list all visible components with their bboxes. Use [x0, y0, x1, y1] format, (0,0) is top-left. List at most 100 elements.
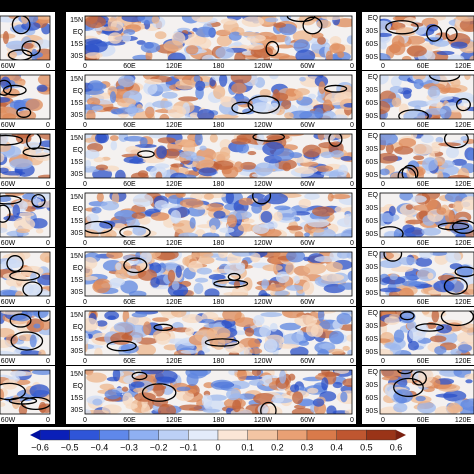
anomaly-blob [452, 200, 464, 212]
anomaly-blob [389, 273, 399, 281]
x-label: 0 [46, 299, 50, 306]
anomaly-blob [299, 76, 306, 82]
anomaly-blob [399, 311, 416, 324]
anomaly-blob [110, 332, 133, 345]
anomaly-blob [106, 252, 123, 259]
anomaly-blob [37, 75, 50, 86]
anomaly-blob [208, 273, 226, 281]
anomaly-blob [317, 311, 325, 322]
x-label: 180 [213, 181, 225, 188]
y-label: 90S [366, 349, 379, 356]
y-label: 30S [71, 289, 84, 296]
map-frame [84, 310, 353, 356]
anomaly-blob [85, 52, 103, 59]
anomaly-blob [413, 155, 425, 161]
anomaly-blob [195, 26, 216, 38]
anomaly-blob [321, 16, 344, 21]
anomaly-blob [316, 19, 332, 29]
anomaly-blob [213, 160, 234, 170]
anomaly-blob [85, 159, 92, 169]
anomaly-blob [251, 102, 273, 114]
anomaly-blob [136, 40, 146, 45]
contour [399, 311, 415, 321]
anomaly-blob [267, 283, 286, 292]
anomaly-blob [114, 209, 138, 221]
anomaly-blob [113, 321, 136, 333]
x-label: 180 [213, 299, 225, 306]
anomaly-blob [230, 75, 252, 84]
x-label: 120W [254, 358, 273, 365]
anomaly-blob [178, 96, 199, 102]
anomaly-blob [37, 174, 50, 178]
anomaly-blob [2, 379, 18, 390]
anomaly-blob [39, 134, 50, 140]
anomaly-blob [115, 169, 126, 178]
contour [10, 331, 44, 351]
anomaly-blob [415, 257, 433, 267]
y-label: EQ [368, 15, 379, 22]
contour [302, 16, 323, 35]
anomaly-blob [231, 82, 247, 94]
anomaly-blob [272, 92, 289, 102]
anomaly-blob [465, 379, 473, 384]
anomaly-blob [247, 44, 265, 50]
anomaly-blob [307, 387, 319, 394]
anomaly-blob [274, 159, 297, 170]
anomaly-blob [197, 350, 205, 355]
anomaly-blob [138, 269, 157, 281]
anomaly-blob [109, 91, 117, 103]
anomaly-blob [180, 349, 199, 354]
contour [443, 134, 469, 149]
contour [85, 220, 113, 234]
map-frame [379, 133, 474, 179]
y-label: 60S [366, 100, 379, 107]
anomaly-blob [175, 193, 184, 198]
anomaly-blob [13, 217, 36, 231]
colorbar-swatch [277, 429, 308, 441]
x-label: 60W [1, 299, 16, 306]
anomaly-blob [421, 227, 441, 236]
y-label: EQ [73, 206, 84, 213]
colorbar-label: 0 [215, 442, 220, 452]
anomaly-blob [85, 16, 107, 29]
y-label: 15S [71, 277, 84, 284]
map-frame [84, 15, 353, 61]
x-label: 120W [254, 181, 273, 188]
anomaly-blob [215, 46, 235, 59]
anomaly-blob [437, 171, 444, 178]
map-frame [379, 251, 474, 297]
anomaly-blob [233, 41, 242, 47]
anomaly-blob [219, 227, 235, 234]
anomaly-blob [380, 75, 389, 85]
contour [22, 281, 43, 296]
y-label: EQ [73, 265, 84, 272]
map-field [0, 134, 50, 178]
contour [415, 323, 444, 332]
anomaly-blob [150, 277, 160, 288]
anomaly-blob [281, 311, 304, 319]
contour [31, 193, 46, 208]
anomaly-blob [302, 144, 322, 158]
anomaly-blob [179, 198, 204, 208]
map-field [85, 193, 352, 237]
y-label: EQ [368, 251, 379, 258]
anomaly-blob [286, 225, 303, 231]
anomaly-blob [416, 267, 437, 282]
y-label: 15N [70, 135, 83, 142]
y-label: 15N [70, 312, 83, 319]
anomaly-blob [294, 166, 318, 174]
anomaly-blob [122, 254, 137, 261]
anomaly-blob [92, 398, 103, 406]
anomaly-blob [327, 193, 334, 202]
x-label: 0 [381, 417, 385, 424]
anomaly-blob [294, 231, 304, 237]
anomaly-blob [402, 280, 422, 287]
map-frame [0, 192, 51, 238]
anomaly-blob [86, 109, 96, 119]
anomaly-blob [445, 145, 459, 159]
anomaly-blob [241, 16, 265, 27]
anomaly-blob [303, 262, 327, 275]
anomaly-blob [380, 259, 402, 269]
anomaly-blob [167, 52, 186, 60]
anomaly-blob [233, 317, 257, 328]
